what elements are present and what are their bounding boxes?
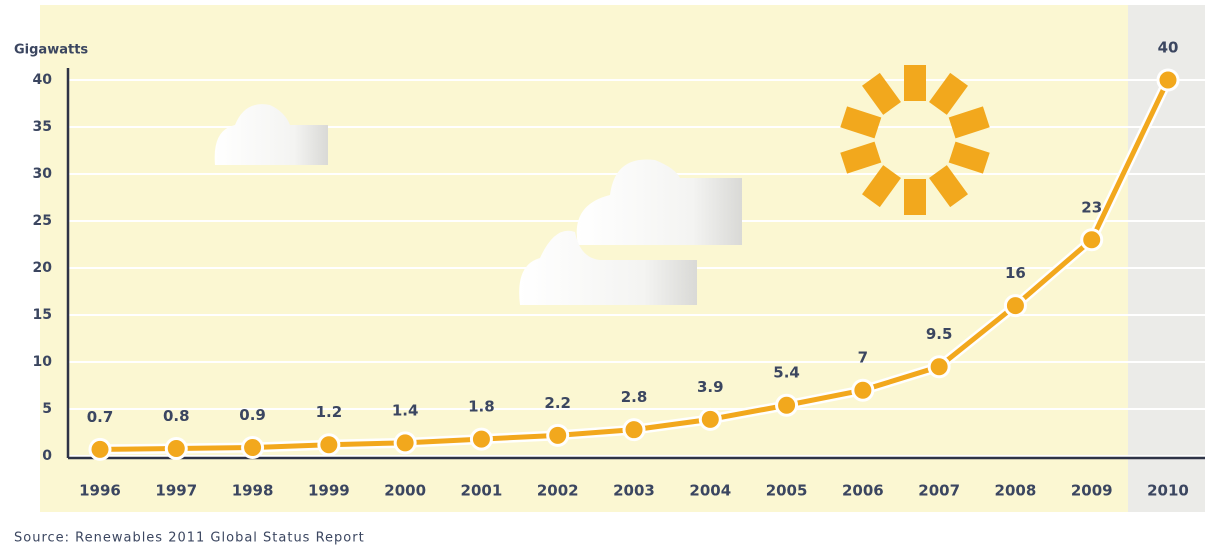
value-label: 9.5 bbox=[926, 325, 953, 343]
cloud bbox=[214, 104, 742, 305]
x-tick-label: 1998 bbox=[232, 482, 274, 500]
x-tick-label: 1997 bbox=[155, 482, 197, 500]
y-axis-label: Gigawatts bbox=[14, 43, 88, 58]
x-tick-label: 2000 bbox=[384, 482, 426, 500]
x-tick-label: 2007 bbox=[918, 482, 960, 500]
x-tick-label: 1999 bbox=[308, 482, 350, 500]
x-tick-label: 2010 bbox=[1147, 482, 1189, 500]
point bbox=[622, 418, 646, 442]
point bbox=[469, 427, 493, 451]
value-label: 1.8 bbox=[468, 398, 495, 416]
y-tick-label: 40 bbox=[33, 72, 53, 88]
x-tick-label: 2005 bbox=[766, 482, 808, 500]
point bbox=[1003, 294, 1027, 318]
plot-background bbox=[40, 5, 1205, 512]
point bbox=[927, 355, 951, 379]
point bbox=[1080, 228, 1104, 252]
point bbox=[393, 431, 417, 455]
x-tick-label: 2006 bbox=[842, 482, 884, 500]
y-tick-label: 30 bbox=[33, 166, 53, 182]
value-label: 2.8 bbox=[621, 388, 648, 406]
y-tick-label: 15 bbox=[33, 307, 52, 323]
sun bbox=[840, 65, 990, 215]
value-label: 3.9 bbox=[697, 378, 724, 396]
y-tick-label: 0 bbox=[42, 448, 52, 464]
x-tick-label: 2001 bbox=[461, 482, 503, 500]
value-label: 0.7 bbox=[87, 408, 114, 426]
point bbox=[1156, 68, 1180, 92]
source-note: Source: Renewables 2011 Global Status Re… bbox=[14, 531, 365, 546]
x-tick-label: 2004 bbox=[689, 482, 731, 500]
x-tick-label: 2002 bbox=[537, 482, 579, 500]
x-tick-label: 2003 bbox=[613, 482, 655, 500]
point bbox=[241, 436, 265, 460]
value-label: 7 bbox=[858, 349, 868, 367]
y-tick-label: 20 bbox=[33, 260, 53, 276]
value-label: 40 bbox=[1158, 39, 1179, 57]
point bbox=[851, 378, 875, 402]
point bbox=[164, 436, 188, 460]
point bbox=[546, 423, 570, 447]
y-tick-label: 5 bbox=[42, 401, 52, 417]
value-label: 1.2 bbox=[316, 403, 343, 421]
point bbox=[775, 393, 799, 417]
value-label: 2.2 bbox=[544, 394, 571, 412]
point bbox=[88, 437, 112, 461]
y-tick-label: 25 bbox=[33, 213, 52, 229]
point bbox=[317, 433, 341, 457]
value-label: 0.8 bbox=[163, 407, 190, 425]
value-label: 0.9 bbox=[239, 406, 266, 424]
value-label: 5.4 bbox=[773, 364, 800, 382]
value-label: 16 bbox=[1005, 264, 1026, 282]
x-tick-label: 1996 bbox=[79, 482, 121, 500]
x-tick-label: 2009 bbox=[1071, 482, 1113, 500]
x-tick-label: 2008 bbox=[995, 482, 1037, 500]
value-label: 1.4 bbox=[392, 401, 419, 419]
y-tick-label: 10 bbox=[33, 354, 53, 370]
value-label: 23 bbox=[1081, 198, 1102, 216]
y-tick-label: 35 bbox=[33, 119, 52, 135]
point bbox=[698, 407, 722, 431]
